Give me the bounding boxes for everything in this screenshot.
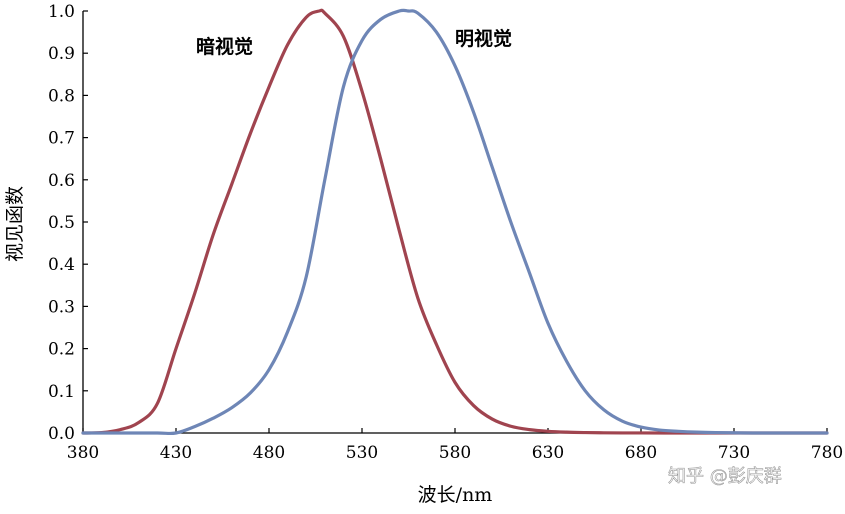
y-tick-label: 0.6 xyxy=(48,171,75,191)
series-line-1 xyxy=(81,8,829,435)
x-tick-label: 730 xyxy=(718,443,750,463)
x-tick-label: 580 xyxy=(439,443,471,463)
axes xyxy=(82,10,828,434)
x-tick-label: 780 xyxy=(811,443,843,463)
x-tick-label: 480 xyxy=(253,443,285,463)
series-layer xyxy=(81,8,829,436)
series-label-1: 暗视觉 xyxy=(196,35,253,58)
y-tick-label: 0.5 xyxy=(48,213,75,233)
y-tick-label: 0.0 xyxy=(48,424,75,444)
series-label-2: 明视觉 xyxy=(455,27,512,50)
x-tick-label: 380 xyxy=(67,443,99,463)
labels-layer: 380 430 480 530 580 630 680 730 780 0.0 0.1 0.2 0.3 0… xyxy=(48,2,843,463)
y-tick-label: 0.1 xyxy=(48,382,75,402)
y-tick-label: 0.2 xyxy=(48,340,75,360)
series-line-2 xyxy=(81,8,829,436)
y-tick-label: 1.0 xyxy=(48,2,75,22)
y-axis-title: 视见函数 xyxy=(4,186,26,262)
y-tick-label: 0.3 xyxy=(48,297,75,317)
x-tick-label: 430 xyxy=(160,443,192,463)
y-tick-label: 0.4 xyxy=(48,255,75,275)
watermark: 知乎 @彭庆群 xyxy=(668,466,782,487)
x-tick-label: 680 xyxy=(625,443,657,463)
x-tick-label: 630 xyxy=(532,443,564,463)
y-tick-label: 0.9 xyxy=(48,44,75,64)
x-axis-title: 波长/nm xyxy=(418,484,493,506)
x-tick-label: 530 xyxy=(346,443,378,463)
y-tick-label: 0.7 xyxy=(48,129,75,149)
y-tick-label: 0.8 xyxy=(48,86,75,106)
